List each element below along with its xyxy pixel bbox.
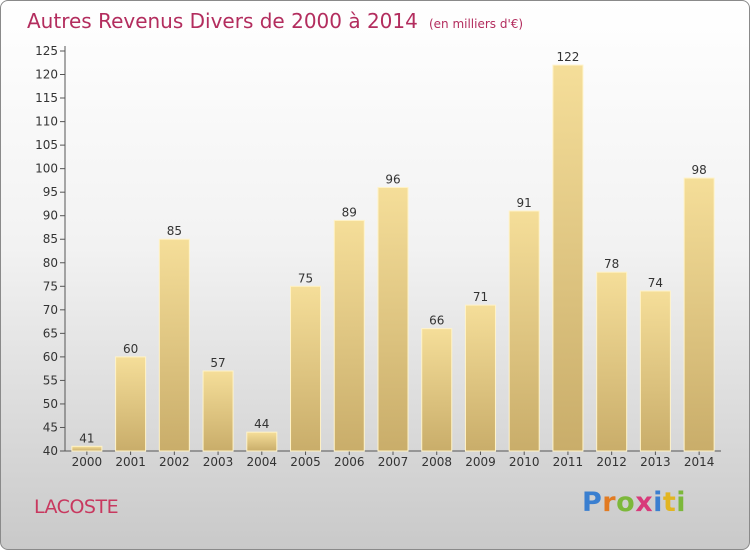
brand-letter: o xyxy=(616,487,636,518)
commune-name: LACOSTE xyxy=(34,496,119,518)
bar-2000 xyxy=(71,445,103,452)
bar-2003 xyxy=(202,370,234,452)
value-label: 89 xyxy=(342,205,357,219)
value-label: 96 xyxy=(385,172,400,186)
y-tick-label: 110 xyxy=(35,115,58,129)
value-label: 74 xyxy=(648,276,663,290)
value-label: 85 xyxy=(167,224,182,238)
value-label: 98 xyxy=(691,163,706,177)
y-tick-label: 80 xyxy=(43,256,58,270)
value-label: 66 xyxy=(429,314,444,328)
y-tick-label: 75 xyxy=(43,279,58,293)
bar-2005 xyxy=(290,285,322,452)
value-labels: 41 60 85 57 44 75 89 96 66 71 91 122 78 74 98 xyxy=(79,50,707,445)
y-tick-label: 70 xyxy=(43,303,58,317)
bar-2004 xyxy=(246,431,278,452)
y-tick-label: 90 xyxy=(43,209,58,223)
chart-title-block: Autres Revenus Divers de 2000 à 2014 (en… xyxy=(27,9,523,33)
x-tick-label: 2012 xyxy=(596,455,627,469)
x-axis: 2000 2001 2002 2003 2004 2005 2006 2007 2008 2009… xyxy=(65,450,721,469)
bars xyxy=(71,64,715,452)
y-tick-label: 40 xyxy=(43,444,58,458)
bar-2011 xyxy=(552,64,584,452)
bar-2002 xyxy=(158,238,190,452)
brand-letter: P xyxy=(582,487,603,518)
brand-letter: r xyxy=(602,487,617,518)
y-tick-label: 115 xyxy=(35,91,58,105)
value-label: 122 xyxy=(556,50,579,64)
y-tick-label: 50 xyxy=(43,397,58,411)
brand-letter: i xyxy=(676,487,687,518)
x-tick-label: 2002 xyxy=(159,455,190,469)
chart-subtitle: (en milliers d'€) xyxy=(428,17,524,31)
x-tick-label: 2007 xyxy=(378,455,409,469)
y-tick-label: 95 xyxy=(43,185,58,199)
y-tick-label: 45 xyxy=(43,420,58,434)
brand-letter: x xyxy=(635,487,654,518)
value-label: 71 xyxy=(473,290,488,304)
brand-letter: t xyxy=(662,487,677,518)
bar-2014 xyxy=(683,177,715,452)
value-label: 41 xyxy=(79,431,94,445)
bar-2007 xyxy=(377,186,409,452)
bar-2013 xyxy=(639,290,671,452)
y-tick-label: 105 xyxy=(35,138,58,152)
value-label: 44 xyxy=(254,417,269,431)
x-tick-label: 2008 xyxy=(421,455,452,469)
brand-letter: i xyxy=(653,487,663,518)
bar-2006 xyxy=(333,219,365,452)
y-tick-label: 120 xyxy=(35,68,58,82)
x-tick-label: 2004 xyxy=(247,455,278,469)
y-axis: 40 45 50 55 60 65 70 75 80 85 90 95 100 105 110 115 120 1… xyxy=(35,44,66,458)
bar-2001 xyxy=(115,356,147,452)
x-tick-label: 2006 xyxy=(334,455,365,469)
proxiti-logo: Proxiti xyxy=(582,487,686,518)
value-label: 91 xyxy=(517,196,532,210)
x-tick-label: 2009 xyxy=(465,455,496,469)
x-tick-label: 2010 xyxy=(509,455,540,469)
bar-2009 xyxy=(464,304,496,452)
value-label: 57 xyxy=(210,356,225,370)
x-tick-label: 2001 xyxy=(115,455,146,469)
x-tick-label: 2013 xyxy=(640,455,671,469)
value-label: 78 xyxy=(604,257,619,271)
bar-2008 xyxy=(421,328,453,452)
bar-2012 xyxy=(596,271,628,452)
x-tick-label: 2005 xyxy=(290,455,321,469)
value-label: 75 xyxy=(298,271,313,285)
y-tick-label: 55 xyxy=(43,373,58,387)
x-tick-label: 2011 xyxy=(553,455,584,469)
y-tick-label: 125 xyxy=(35,44,58,58)
value-label: 60 xyxy=(123,342,138,356)
y-tick-label: 100 xyxy=(35,162,58,176)
y-tick-label: 85 xyxy=(43,232,58,246)
x-tick-label: 2000 xyxy=(72,455,103,469)
x-tick-label: 2014 xyxy=(684,455,715,469)
chart-title: Autres Revenus Divers de 2000 à 2014 xyxy=(27,9,418,33)
x-tick-label: 2003 xyxy=(203,455,234,469)
y-tick-label: 65 xyxy=(43,326,58,340)
bar-2010 xyxy=(508,210,540,452)
y-tick-label: 60 xyxy=(43,350,58,364)
